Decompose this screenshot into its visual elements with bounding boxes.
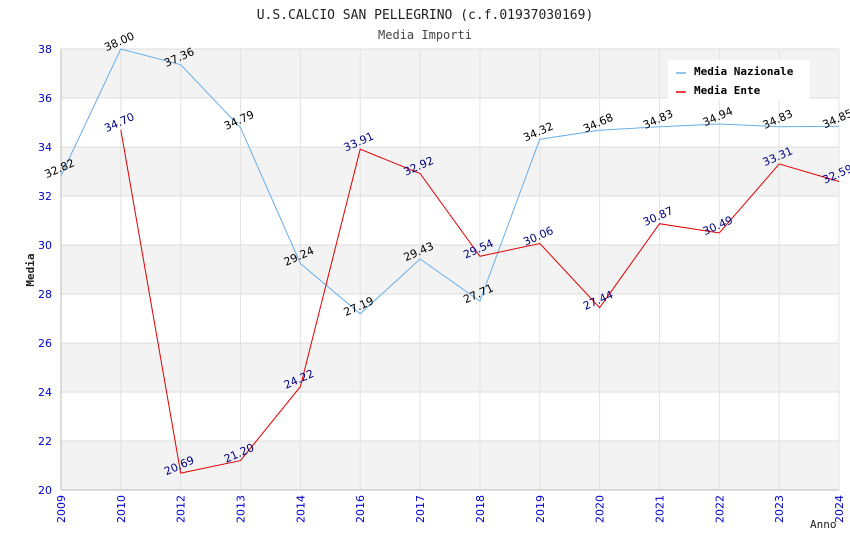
data-label-media-nazionale: 34.94: [701, 104, 735, 129]
x-tick-label: 2022: [713, 495, 726, 523]
series-line-media-nazionale: [60, 48, 840, 315]
data-label-media-nazionale: 34.32: [521, 120, 555, 145]
y-axis-label: Media: [24, 253, 37, 286]
x-tick-label: 2018: [474, 495, 487, 523]
x-tick-label: 2019: [534, 495, 547, 523]
data-label-media-nazionale: 34.83: [641, 107, 675, 132]
data-label-media-ente: 30.49: [701, 213, 735, 238]
x-tick-label: 2021: [653, 495, 666, 523]
plot-bands: [61, 49, 839, 490]
x-tick-labels: 2009 2010 2012 2013 2014 2016 2017 2018 2019 2020…: [55, 495, 846, 523]
axes: [60, 49, 839, 491]
chart-subtitle: Media Importi: [378, 28, 472, 42]
x-tick-label: 2013: [235, 495, 248, 523]
data-label-media-nazionale: 27.19: [342, 294, 376, 319]
x-tick-label: 2012: [175, 495, 188, 523]
y-tick-label: 36: [38, 92, 52, 105]
data-label-media-ente: 34.70: [102, 110, 136, 135]
plot-band: [61, 343, 839, 392]
x-tick-label: 2024: [833, 495, 846, 523]
legend-background: [668, 60, 810, 100]
legend: Media Nazionale Media Ente: [668, 60, 810, 100]
data-label-media-nazionale: 34.85: [821, 107, 850, 132]
y-tick-label: 26: [38, 337, 52, 350]
y-tick-labels: 20 22 24 26 28 30 32 34 36 38: [38, 43, 52, 497]
legend-label-media-nazionale: Media Nazionale: [694, 65, 794, 78]
x-tick-label: 2020: [594, 495, 607, 523]
x-tick-label: 2010: [115, 495, 128, 523]
y-tick-label: 22: [38, 435, 52, 448]
y-tick-label: 20: [38, 484, 52, 497]
grid-lines: [60, 48, 840, 491]
y-tick-label: 32: [38, 190, 52, 203]
data-label-media-nazionale: 34.68: [581, 111, 615, 136]
x-tick-label: 2016: [354, 495, 367, 523]
y-tick-label: 24: [38, 386, 52, 399]
x-tick-label: 2009: [55, 495, 68, 523]
chart-title: U.S.CALCIO SAN PELLEGRINO (c.f.019370301…: [257, 8, 594, 23]
data-label-media-nazionale: 34.79: [222, 108, 256, 133]
legend-label-media-ente: Media Ente: [694, 84, 761, 97]
plot-band: [61, 147, 839, 196]
y-tick-label: 30: [38, 239, 52, 252]
y-tick-label: 38: [38, 43, 52, 56]
y-tick-label: 34: [38, 141, 52, 154]
y-tick-label: 28: [38, 288, 52, 301]
series-line-media-ente: [120, 129, 840, 474]
x-tick-label: 2023: [773, 495, 786, 523]
x-tick-label: 2017: [414, 495, 427, 523]
plot-band: [61, 245, 839, 294]
x-tick-label: 2014: [294, 495, 307, 523]
x-axis-label: Anno: [810, 518, 837, 531]
data-label-media-nazionale: 34.83: [761, 107, 795, 132]
series-lines: [60, 48, 840, 474]
plot-band: [61, 441, 839, 490]
